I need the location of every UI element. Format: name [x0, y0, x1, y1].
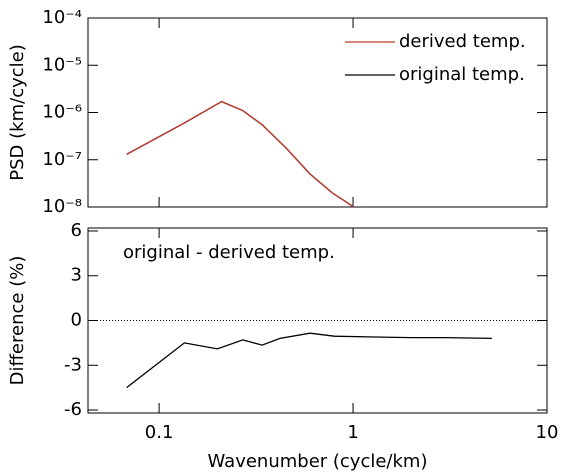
y-tick-label: 3 — [71, 265, 82, 286]
y-tick-label: 10⁻⁶ — [42, 102, 82, 123]
x-tick-label: 1 — [347, 422, 358, 443]
y-tick-label: 10⁻⁵ — [42, 54, 82, 75]
y-tick-label: 6 — [71, 220, 82, 241]
x-axis-label: Wavenumber (cycle/km) — [208, 451, 428, 472]
y-axis-label: PSD (km/cycle) — [7, 44, 28, 180]
y-axis-label: Difference (%) — [7, 256, 28, 386]
y-tick-label: -6 — [64, 399, 82, 420]
x-tick-label: 10 — [536, 422, 559, 443]
legend-label: derived temp. — [399, 31, 526, 52]
series-line — [126, 332, 492, 389]
annotation: original - derived temp. — [123, 242, 335, 263]
y-tick-label: 10⁻⁸ — [42, 196, 82, 217]
series-line — [126, 100, 356, 207]
y-tick-label: 10⁻⁷ — [42, 149, 82, 170]
series-line — [126, 100, 356, 207]
y-tick-label: 0 — [71, 310, 82, 331]
y-tick-label: 10⁻⁴ — [42, 7, 82, 28]
y-tick-label: -3 — [64, 354, 82, 375]
x-tick-label: 0.1 — [145, 422, 174, 443]
legend-label: original temp. — [399, 64, 525, 85]
